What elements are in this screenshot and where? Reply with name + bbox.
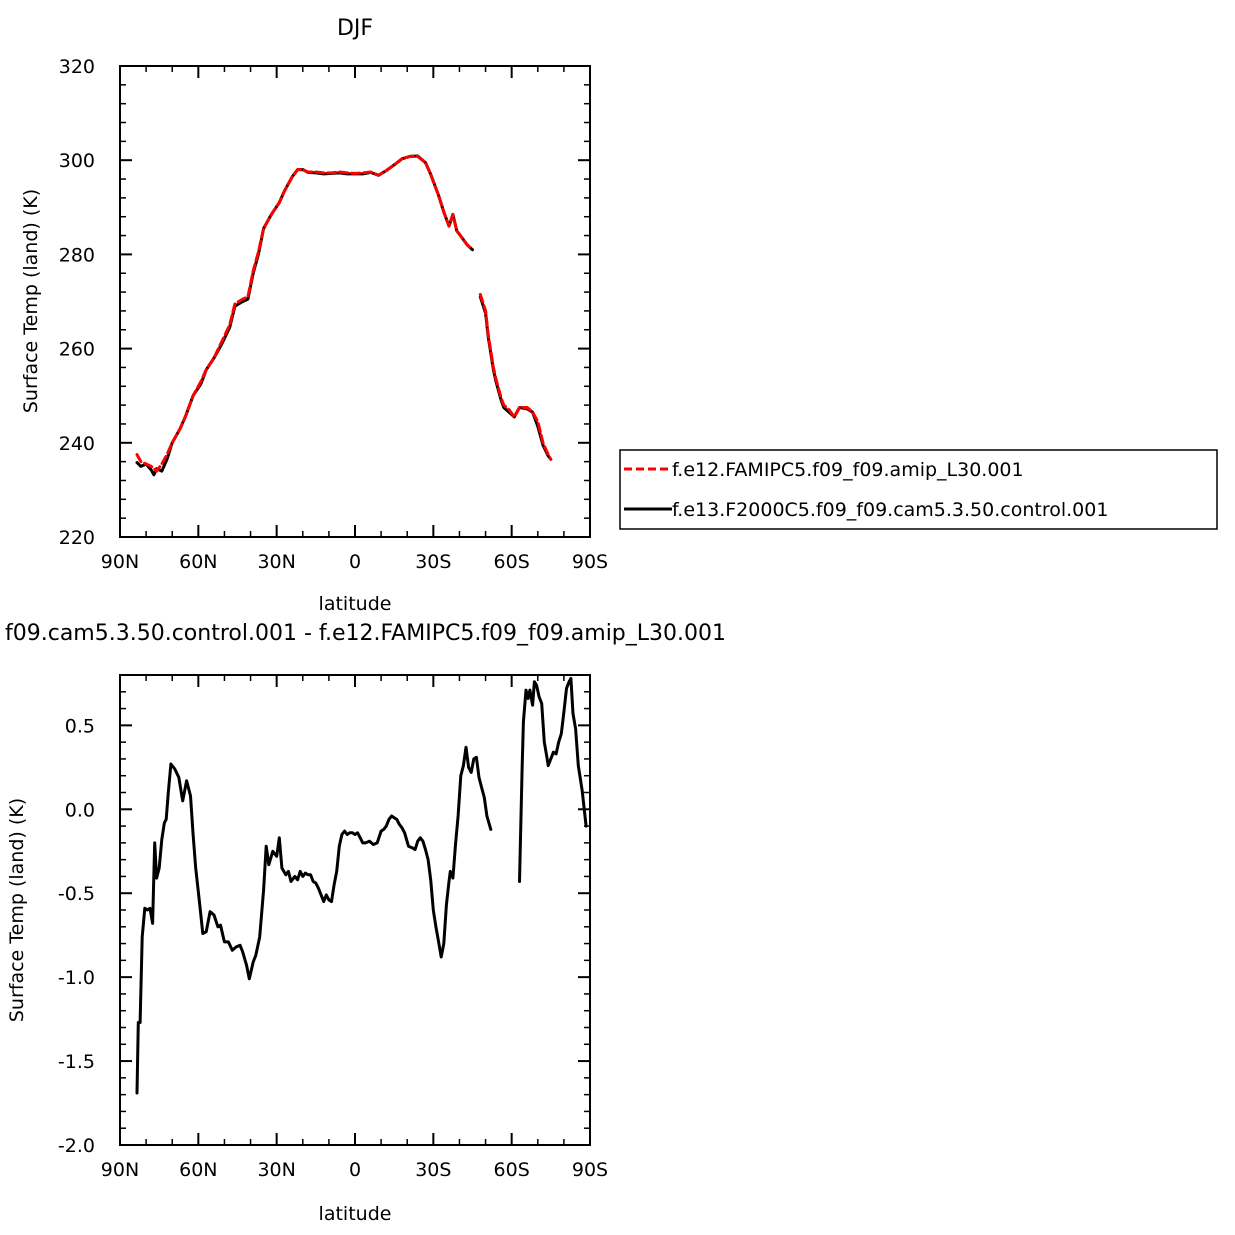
x-tick-label: 30S [415, 551, 451, 573]
bottom-x-axis-label: latitude [319, 1203, 392, 1225]
x-tick-label: 60N [179, 551, 217, 573]
x-tick-label: 60S [494, 551, 530, 573]
legend-box [619, 449, 1218, 530]
series-line [518, 676, 588, 883]
y-tick-label: -0.5 [58, 883, 95, 905]
y-tick-label: 320 [59, 56, 95, 78]
x-tick-label: 60S [494, 1159, 530, 1181]
y-tick-label: -1.5 [58, 1051, 95, 1073]
series-line [135, 154, 474, 477]
top-x-axis-label: latitude [319, 593, 392, 615]
top-x-tick-labels: 90N 60N 30N 0 30S 60S 90S [101, 551, 608, 573]
y-tick-label: 260 [59, 339, 95, 361]
legend-label-control: f.e13.F2000C5.f09_f09.cam5.3.50.control.… [672, 499, 1108, 521]
top-y-axis-label: Surface Temp (land) (K) [20, 189, 42, 413]
y-tick-label: 220 [59, 527, 95, 549]
x-tick-label: 90N [101, 1159, 139, 1181]
bottom-tick-marks [119, 674, 591, 1146]
y-tick-label: 240 [59, 433, 95, 455]
top-tick-marks [119, 65, 591, 538]
legend-label-amip: f.e12.FAMIPC5.f09_f09.amip_L30.001 [672, 459, 1024, 481]
x-tick-label: 0 [349, 1159, 361, 1181]
bottom-y-axis-label: Surface Temp (land) (K) [6, 798, 28, 1022]
x-tick-label: 90S [572, 551, 608, 573]
y-tick-label: -1.0 [58, 967, 95, 989]
top-panel: DJF 90N 60N 30N 0 30S 60S 90S 220 240 260 280 300 3… [20, 16, 1218, 615]
bottom-x-tick-labels: 90N 60N 30N 0 30S 60S 90S [101, 1159, 608, 1181]
x-tick-label: 0 [349, 551, 361, 573]
x-tick-label: 30N [257, 551, 295, 573]
bottom-plot-frame [119, 674, 591, 1146]
legend: f.e12.FAMIPC5.f09_f09.amip_L30.001 f.e13… [619, 449, 1218, 530]
x-tick-label: 90N [101, 551, 139, 573]
series-line [135, 745, 493, 1095]
x-tick-label: 30S [415, 1159, 451, 1181]
x-tick-label: 30N [257, 1159, 295, 1181]
y-tick-label: 300 [59, 150, 95, 172]
bottom-y-tick-labels: -2.0 -1.5 -1.0 -0.5 0.0 0.5 [58, 715, 95, 1157]
y-tick-label: 0.0 [65, 799, 95, 821]
top-y-tick-labels: 220 240 260 280 300 320 [59, 56, 95, 549]
top-chart-title: DJF [337, 16, 373, 41]
x-tick-label: 60N [179, 1159, 217, 1181]
y-tick-label: 0.5 [65, 715, 95, 737]
series-line [478, 292, 553, 461]
bottom-chart-title: f09.cam5.3.50.control.001 - f.e12.FAMIPC… [5, 621, 726, 646]
bottom-panel: f09.cam5.3.50.control.001 - f.e12.FAMIPC… [5, 621, 726, 1225]
top-series-lines [135, 154, 553, 477]
y-tick-label: 280 [59, 244, 95, 266]
x-tick-label: 90S [572, 1159, 608, 1181]
series-line [135, 154, 474, 473]
y-tick-label: -2.0 [58, 1135, 95, 1157]
bottom-series-lines [135, 676, 588, 1095]
top-plot-frame [119, 65, 591, 538]
